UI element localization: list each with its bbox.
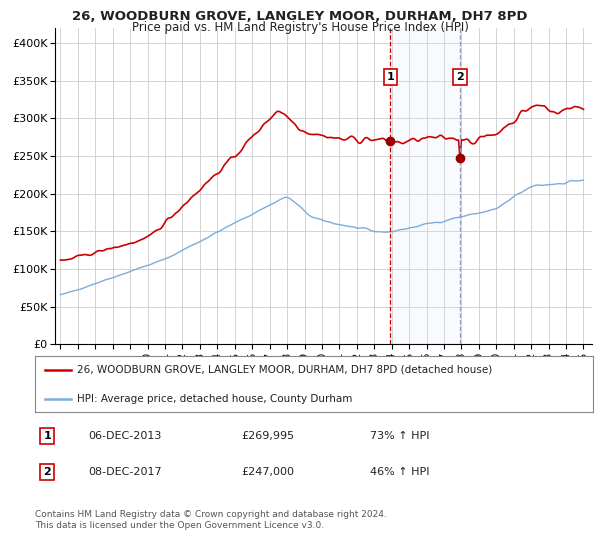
Text: HPI: Average price, detached house, County Durham: HPI: Average price, detached house, Coun… [77,394,352,404]
Text: 2: 2 [456,72,464,82]
Text: 26, WOODBURN GROVE, LANGLEY MOOR, DURHAM, DH7 8PD (detached house): 26, WOODBURN GROVE, LANGLEY MOOR, DURHAM… [77,365,492,375]
Text: 46% ↑ HPI: 46% ↑ HPI [370,467,429,477]
Text: Price paid vs. HM Land Registry's House Price Index (HPI): Price paid vs. HM Land Registry's House … [131,21,469,34]
Text: 1: 1 [386,72,394,82]
Bar [391,28,460,344]
Text: 1: 1 [43,431,51,441]
Text: 2: 2 [43,467,51,477]
Text: 73% ↑ HPI: 73% ↑ HPI [370,431,429,441]
Text: 08-DEC-2017: 08-DEC-2017 [88,467,161,477]
Text: 26, WOODBURN GROVE, LANGLEY MOOR, DURHAM, DH7 8PD: 26, WOODBURN GROVE, LANGLEY MOOR, DURHAM… [72,10,528,23]
Text: Contains HM Land Registry data © Crown copyright and database right 2024.
This d: Contains HM Land Registry data © Crown c… [35,510,386,530]
Text: 06-DEC-2013: 06-DEC-2013 [88,431,161,441]
Text: £247,000: £247,000 [241,467,294,477]
Text: £269,995: £269,995 [241,431,295,441]
